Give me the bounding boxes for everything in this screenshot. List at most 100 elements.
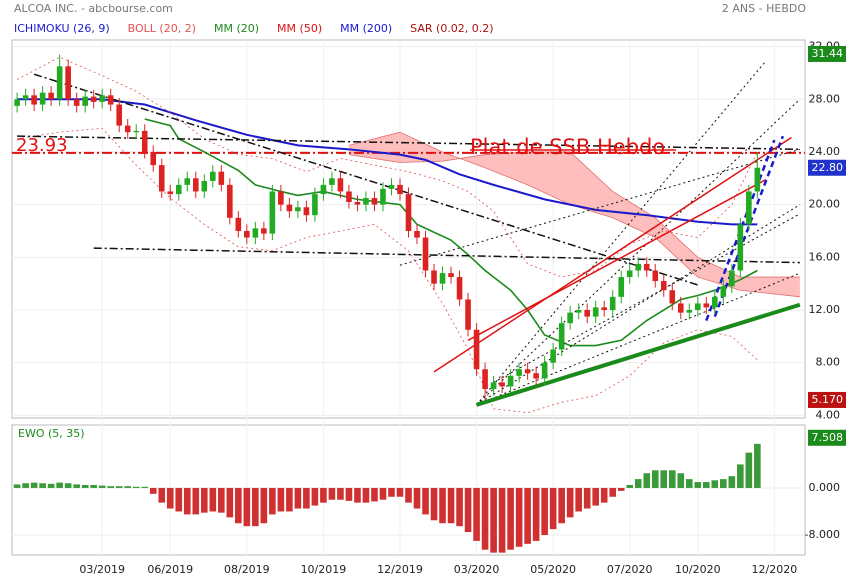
candle-body [158,165,165,192]
ewo-bar [320,487,327,503]
candle-body [278,191,284,205]
candle-body [677,303,684,313]
candle-body [550,349,556,363]
price-marker [808,391,846,408]
ewo-bar [422,487,429,515]
candle-body [184,178,191,185]
candle-body [201,180,208,192]
x-tick-label: 08/2019 [224,563,270,576]
y-tick-label: -8.000 [805,528,840,541]
ewo-panel [11,424,806,556]
ewo-bar [115,486,123,488]
ewo-bar [651,470,659,488]
candle-body [22,95,29,100]
ewo-bar [73,484,80,488]
ewo-bar [464,487,472,533]
ewo-bar [235,487,242,524]
ewo-bar [430,487,438,521]
ewo-bar [218,487,225,513]
legend-entry: ICHIMOKU (26, 9) [14,22,110,35]
candle-body [507,375,514,387]
candle-body [720,286,727,297]
ichimoku-cloud [348,132,800,297]
candle-body [218,171,225,185]
ewo-bar [498,487,506,553]
x-tick-label: 03/2019 [79,563,125,576]
candle-body [167,191,174,195]
candle-body [363,198,369,205]
candle-body [99,95,105,102]
candle-body [516,369,522,376]
candle-body [14,99,20,106]
ewo-bar [141,486,149,488]
ewo-bar [473,487,480,541]
legend-entry: MM (50) [277,22,322,35]
ewo-bar [703,482,710,488]
ewo-bar [56,482,63,488]
ewo-bar [124,486,132,488]
ewo-bar [337,487,344,500]
price-marker-label: 31.44 [812,47,844,60]
trend-line [476,204,801,406]
ewo-bar [379,487,387,500]
ewo-bar [745,452,753,488]
ewo-bar [549,487,557,530]
legend-entry: SAR (0.02, 0.2) [410,22,493,35]
candle-body [346,191,352,202]
candle-body [312,194,318,216]
candle-body [192,178,199,192]
candle-body [601,307,607,310]
ewo-bar [362,487,370,503]
x-tick-label: 10/2020 [675,563,721,576]
legend-entry: MM (20) [214,22,259,35]
x-tick-label: 12/2019 [377,563,423,576]
trend-line [33,73,699,286]
candle-body [592,307,599,317]
ewo-bar [643,473,651,488]
ewo-bar [617,487,625,491]
candle-body [694,303,701,310]
ewo-bar [728,476,736,488]
candle-body [431,270,437,284]
ewo-bar [47,483,55,488]
candle-body [65,66,71,100]
candle-body [329,178,335,185]
candle-body [669,290,676,304]
ewo-bar [737,464,744,488]
candle-body [244,230,250,238]
candle-body [210,171,216,181]
ewo-bar [328,487,336,500]
candle-body [73,99,80,106]
trend-line [475,302,801,407]
candle-body [575,310,582,313]
chart-title: ALCOA INC. - abcbourse.com [14,2,173,15]
candle-body [482,369,488,390]
legend: ICHIMOKU (26, 9) BOLL (20, 2) MM (20) MM (5… [14,22,494,35]
ewo-bar [371,487,378,502]
ewo-title: EWO (5, 35) [18,427,85,440]
ewo-bar [200,487,208,513]
candle-body [524,369,531,374]
candle-body [141,130,148,152]
candle-body [397,184,403,195]
candle-body [286,204,293,212]
candle-body [414,230,420,238]
ewo-bar [583,487,591,509]
candle-body [660,281,667,291]
trend-line [17,135,800,151]
ewo-bar [81,485,89,488]
candle-body [499,382,505,387]
candle-body [303,207,310,216]
x-tick-label: 12/2020 [752,563,798,576]
ewo-bar [507,487,514,550]
chart-period: 2 ANS - HEBDO [722,2,806,15]
candle-body [686,310,693,313]
ewo-bar [413,487,421,509]
ewo-bar [558,487,565,524]
candle-body [380,188,386,205]
ewo-bar [694,482,702,488]
candle-body [567,312,573,324]
price-panel [11,39,806,419]
candle-body [490,382,497,390]
